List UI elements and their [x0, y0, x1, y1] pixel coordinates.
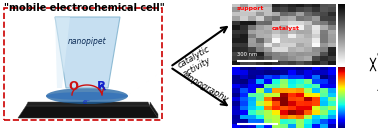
- Polygon shape: [26, 102, 150, 106]
- Text: nanopipet: nanopipet: [68, 37, 106, 46]
- Text: catalytic
activity: catalytic activity: [176, 44, 217, 79]
- Text: support: support: [237, 6, 264, 11]
- Text: O: O: [68, 79, 78, 93]
- Polygon shape: [18, 106, 158, 118]
- Text: 300 nm: 300 nm: [237, 52, 257, 57]
- Polygon shape: [55, 17, 120, 88]
- Ellipse shape: [46, 92, 128, 100]
- Text: activity: activity: [376, 71, 378, 93]
- Text: R: R: [96, 79, 105, 93]
- Ellipse shape: [46, 88, 128, 104]
- Text: topography: topography: [183, 72, 229, 104]
- Text: z-height: z-height: [376, 38, 378, 62]
- Text: e⁻: e⁻: [83, 99, 91, 105]
- Text: "mobile electrochemical cell": "mobile electrochemical cell": [4, 3, 165, 13]
- Text: catalyst: catalyst: [272, 26, 300, 31]
- Polygon shape: [150, 102, 158, 118]
- Polygon shape: [55, 17, 70, 88]
